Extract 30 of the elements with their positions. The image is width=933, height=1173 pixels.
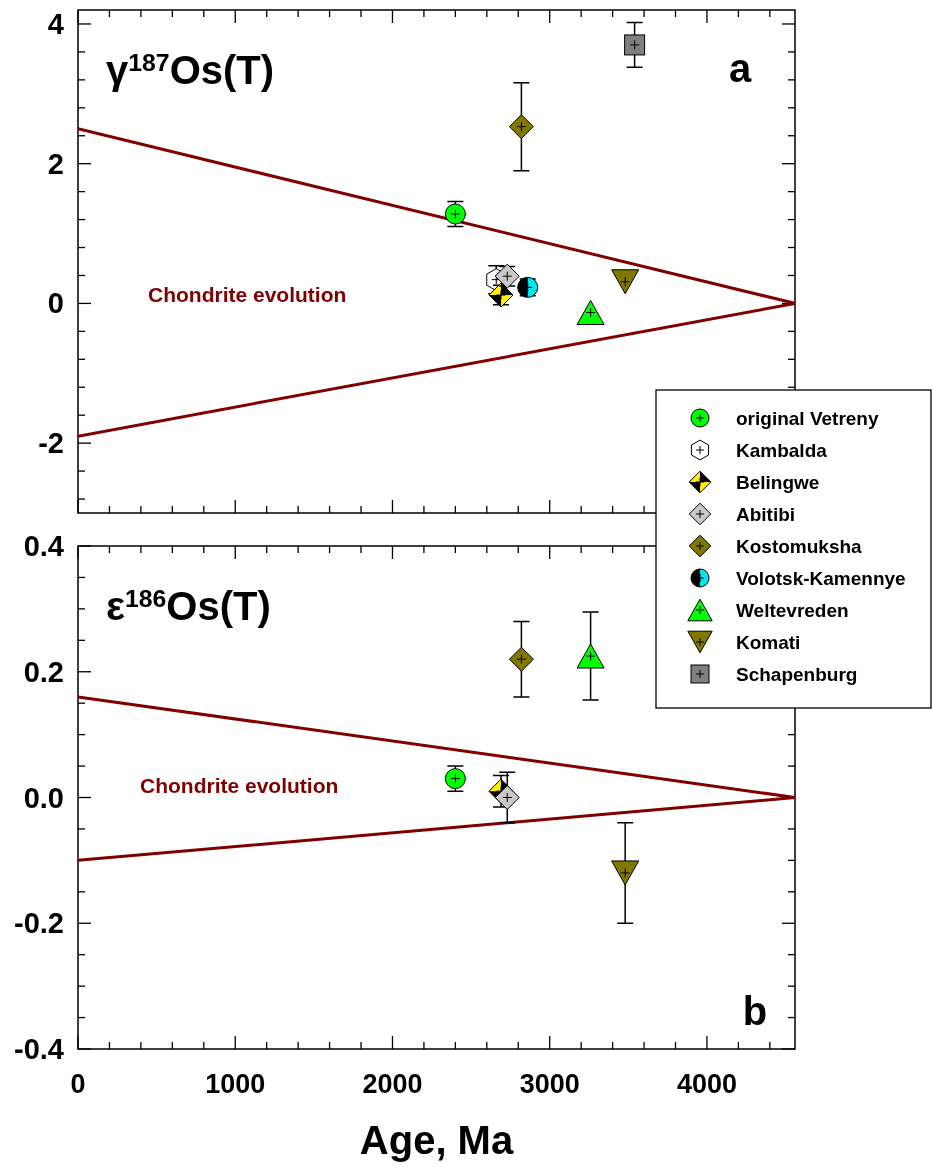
- legend-label: Abitibi: [736, 504, 796, 525]
- annotation: Chondrite evolution: [148, 283, 347, 306]
- y-tick-label: 0.0: [23, 781, 64, 814]
- x-tick-label: 4000: [676, 1069, 737, 1099]
- legend-label: Belingwe: [736, 472, 820, 493]
- y-tick-label: -0.4: [14, 1033, 64, 1065]
- y-tick-label: -0.2: [14, 907, 64, 940]
- x-tick-label: 1000: [205, 1069, 266, 1099]
- legend-label: Weltevreden: [736, 600, 849, 621]
- x-tick-label: 2000: [362, 1069, 423, 1099]
- legend-label: Komati: [736, 632, 801, 653]
- annotation: b: [742, 989, 768, 1033]
- annotation: Chondrite evolution: [140, 774, 339, 797]
- y-tick-label: 4: [47, 7, 64, 40]
- x-tick-label: 3000: [519, 1069, 580, 1099]
- x-axis-title: Age, Ma: [359, 1118, 514, 1162]
- y-tick-label: 0: [47, 287, 64, 320]
- legend-label: original Vetreny: [736, 408, 879, 429]
- text: γ$^{187}$Os(T): [106, 48, 275, 92]
- text: ε$^{186}$Os(T): [106, 584, 271, 628]
- legend-label: Kostomuksha: [736, 536, 863, 557]
- y-tick-label: 2: [47, 147, 64, 180]
- legend-label: Volotsk-Kamennye: [736, 568, 906, 589]
- legend-label: Kambalda: [736, 440, 828, 461]
- annotation: a: [728, 46, 752, 90]
- legend-label: Schapenburg: [736, 664, 858, 685]
- y-tick-label: -2: [38, 427, 64, 460]
- y-tick-label: 0.4: [23, 530, 64, 562]
- x-tick-label: 0: [70, 1069, 86, 1099]
- y-tick-label: 0.2: [23, 655, 64, 688]
